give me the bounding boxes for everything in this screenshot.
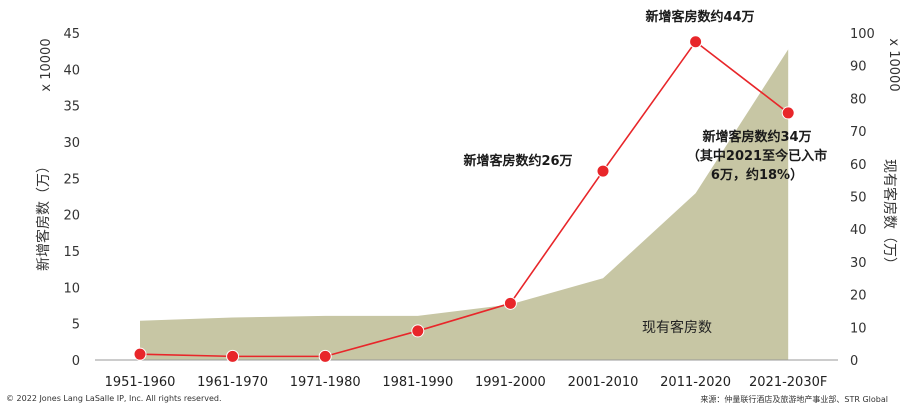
area-fill — [140, 49, 789, 360]
annotation-2011: 新增客房数约44万 — [645, 9, 754, 25]
left-axis-ticks: 0 5 10 15 20 25 30 35 40 45 — [63, 27, 80, 369]
left-tick-label: 40 — [63, 63, 80, 78]
left-tick-label: 45 — [63, 27, 80, 42]
area-series — [140, 49, 789, 360]
annotation-2021-line1: 新增客房数约34万 — [702, 129, 811, 145]
right-tick-label: 100 — [850, 27, 875, 42]
right-tick-label: 70 — [850, 125, 867, 140]
line-point — [318, 349, 332, 363]
line-point — [596, 164, 610, 178]
annotation-2021-line3: 6万，约18%） — [711, 167, 803, 183]
line-point — [503, 296, 517, 310]
category-tick-label: 1961-1970 — [197, 375, 268, 390]
category-tick-label: 1951-1960 — [105, 375, 176, 390]
line-point — [411, 324, 425, 338]
line-series — [133, 35, 795, 363]
left-tick-label: 20 — [63, 209, 80, 224]
left-tick-label: 5 — [72, 318, 80, 333]
annotation-2021-line2: （其中2021至今已入市 — [687, 148, 827, 164]
right-tick-label: 50 — [850, 191, 867, 206]
right-tick-label: 30 — [850, 256, 867, 271]
category-tick-label: 2001-2010 — [568, 375, 639, 390]
left-tick-label: 0 — [72, 354, 80, 369]
category-ticks: 1951-1960 1961-1970 1971-1980 1981-1990 1991… — [105, 375, 828, 390]
line-point — [781, 106, 795, 120]
line-point — [689, 35, 703, 49]
category-tick-label: 1971-1980 — [290, 375, 361, 390]
left-tick-label: 25 — [63, 172, 80, 187]
category-tick-label: 2011-2020 — [660, 375, 731, 390]
left-axis-unit: x 10000 — [39, 38, 54, 91]
right-axis-unit: x 10000 — [886, 38, 900, 91]
left-axis-label: 新增客房数（万） — [35, 159, 52, 271]
category-tick-label: 1991-2000 — [475, 375, 546, 390]
left-tick-label: 15 — [63, 245, 80, 260]
line-point — [226, 349, 240, 363]
right-tick-label: 0 — [850, 354, 858, 369]
left-tick-label: 35 — [63, 100, 80, 115]
left-tick-label: 10 — [63, 281, 80, 296]
source-note: 来源：仲量联行酒店及旅游地产事业部、STR Global — [700, 395, 888, 404]
right-tick-label: 10 — [850, 321, 867, 336]
right-axis-ticks: 0 10 20 30 40 50 60 70 80 90 100 — [850, 27, 875, 369]
line-point — [133, 347, 147, 361]
line-path — [139, 40, 789, 358]
area-series-label: 现有客房数 — [642, 319, 712, 336]
right-axis-label: 现有客房数（万） — [881, 159, 898, 271]
right-tick-label: 20 — [850, 289, 867, 304]
left-tick-label: 30 — [63, 136, 80, 151]
right-tick-label: 40 — [850, 223, 867, 238]
right-tick-label: 80 — [850, 92, 867, 107]
copyright-note: © 2022 Jones Lang LaSalle IP, Inc. All r… — [6, 394, 222, 403]
right-tick-label: 60 — [850, 158, 867, 173]
category-tick-label: 1981-1990 — [382, 375, 453, 390]
category-tick-label: 2021-2030F — [749, 375, 827, 390]
annotation-2001: 新增客房数约26万 — [463, 153, 572, 169]
right-tick-label: 90 — [850, 60, 867, 75]
